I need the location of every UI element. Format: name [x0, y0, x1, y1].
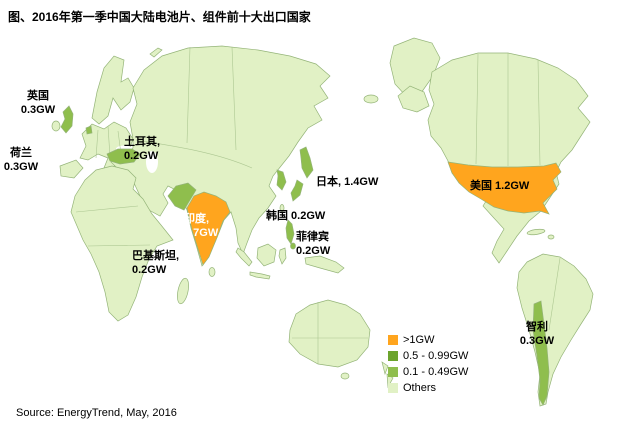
borneo-shape — [256, 243, 277, 267]
novaya-zemlya-shape — [149, 47, 163, 58]
taiwan-shape — [279, 204, 285, 212]
turkey-label: 土耳其, 0.2GW — [124, 136, 161, 162]
caspian-sea-shape — [146, 151, 158, 173]
tasmania-shape — [340, 372, 350, 380]
legend-label-gt1: >1GW — [403, 334, 435, 346]
chile-label: 智利 0.3GW — [519, 321, 555, 347]
legend-swatch-low — [388, 367, 398, 377]
korea-label: 韩国 0.2GW — [266, 210, 326, 222]
legend-swatch-rect — [388, 383, 398, 393]
greenland-shape — [389, 37, 441, 97]
philippines-label: 菲律宾 0.2GW — [296, 231, 331, 257]
usa-shape — [447, 161, 562, 215]
legend-swatch-mid — [388, 351, 398, 361]
sumatra-shape — [235, 247, 253, 267]
legend-swatch-rect — [388, 335, 398, 345]
highlighted-low-countries — [60, 105, 550, 406]
new-zealand-north-shape — [381, 361, 389, 376]
turkey-shape — [106, 148, 141, 165]
legend-swatch-gt1 — [388, 335, 398, 345]
legend-swatch-rect — [388, 367, 398, 377]
south-america-shape — [516, 253, 594, 407]
netherlands-label: 荷兰 0.3GW — [3, 147, 39, 173]
ireland-shape — [51, 120, 61, 132]
hispaniola-shape — [547, 234, 555, 240]
continent-shapes — [51, 37, 594, 407]
alaska-shape — [397, 85, 430, 113]
legend: >1GW 0.5 - 0.99GW 0.1 - 0.49GW Others — [388, 332, 468, 396]
legend-item-mid: 0.5 - 0.99GW — [388, 348, 468, 364]
uk-shape — [60, 105, 74, 134]
japan-north-shape — [299, 146, 314, 179]
india-label: 印度, 1.7GW — [184, 213, 219, 239]
north-america-shape — [427, 52, 591, 264]
south-korea-shape — [276, 169, 287, 191]
philippines-south-shape — [290, 242, 296, 250]
legend-item-gt1: >1GW — [388, 332, 468, 348]
pakistan-label: 巴基斯坦, 0.2GW — [132, 250, 180, 276]
new-guinea-shape — [304, 255, 345, 274]
legend-item-others: Others — [388, 380, 468, 396]
africa-shape — [70, 165, 174, 322]
sri-lanka-shape — [208, 267, 216, 277]
netherlands-shape — [85, 125, 93, 135]
uk-label: 英国 0.3GW — [20, 90, 56, 116]
legend-label-low: 0.1 - 0.49GW — [403, 366, 469, 378]
cuba-shape — [526, 228, 546, 236]
usa-label: 美国 1.2GW — [470, 180, 530, 192]
legend-label-others: Others — [403, 382, 437, 394]
sulawesi-shape — [278, 247, 287, 265]
madagascar-shape — [177, 277, 189, 305]
legend-swatch-others — [388, 383, 398, 393]
highlighted-gt1-countries — [186, 161, 562, 266]
japan-label: 日本, 1.4GW — [316, 176, 379, 188]
iceland-shape — [363, 94, 379, 104]
chile-shape — [532, 300, 550, 406]
iberia-shape — [59, 159, 84, 179]
japan-south-shape — [290, 179, 304, 202]
java-shape — [249, 271, 271, 280]
scandinavia-shape — [91, 55, 135, 125]
india-shape — [186, 191, 231, 266]
legend-swatch-rect — [388, 351, 398, 361]
australia-shape — [288, 299, 371, 368]
source-note: Source: EnergyTrend, May, 2016 — [16, 407, 177, 419]
pakistan-shape — [167, 182, 197, 211]
legend-label-mid: 0.5 - 0.99GW — [403, 350, 469, 362]
legend-item-low: 0.1 - 0.49GW — [388, 364, 468, 380]
figure-title: 图、2016年第一季中国大陆电池片、组件前十大出口国家 — [8, 10, 311, 24]
internal-borders — [75, 46, 561, 364]
